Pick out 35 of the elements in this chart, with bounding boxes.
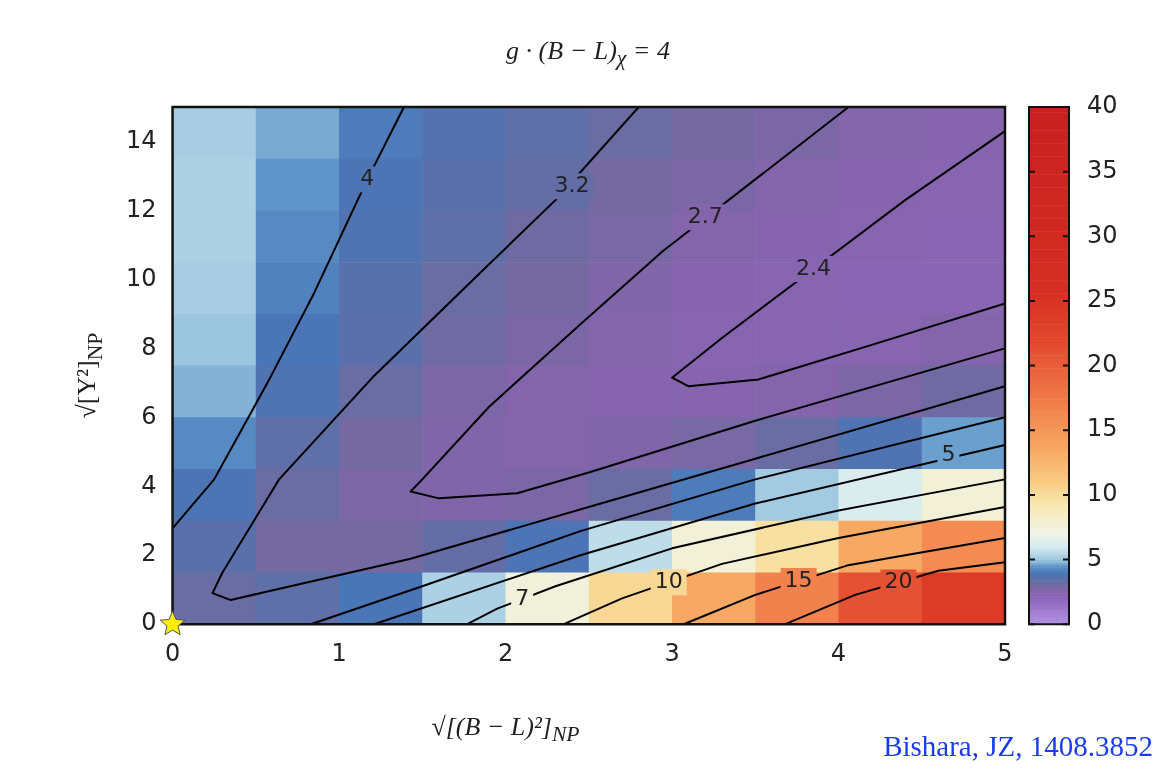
x-tick-label: 5 xyxy=(997,638,1013,667)
annotation: 10 xyxy=(654,567,683,593)
color-bar-label: 30 xyxy=(1087,220,1118,249)
color-bar-label: 40 xyxy=(1087,91,1118,120)
x-axis-title: √[(B − L)²]$_{NP}$ xyxy=(430,712,581,748)
color-bar-label: 10 xyxy=(1087,479,1118,508)
color-bar-label: 5 xyxy=(1087,543,1103,572)
x-tick-label: 4 xyxy=(830,638,847,667)
chart-title: g · (B − L)$_{χ}$ = 4 xyxy=(505,36,671,72)
annotation: 5 xyxy=(941,440,956,466)
text: Bishara, JZ, 1408.3852 xyxy=(883,730,1153,763)
x-tick-label: 1 xyxy=(331,638,347,667)
annotation: 15 xyxy=(784,566,813,592)
color-bar-label: 15 xyxy=(1087,414,1118,443)
annotation: 2.4 xyxy=(796,254,832,280)
y-tick-label: 2 xyxy=(141,539,157,568)
color-bar-label: 20 xyxy=(1087,349,1118,378)
y-tick-label: 8 xyxy=(141,332,157,361)
annotation: 7 xyxy=(515,584,530,610)
x-tick-label: 2 xyxy=(497,638,514,667)
y-tick-label: 4 xyxy=(141,470,157,499)
color-bar-label: 25 xyxy=(1087,285,1118,314)
y-tick-label: 12 xyxy=(125,194,157,223)
annotation: 3.2 xyxy=(554,172,590,198)
annotation: 20 xyxy=(884,568,913,594)
color-bar-label: 35 xyxy=(1087,155,1118,184)
x-tick-label: 0 xyxy=(164,638,181,667)
y-tick-label: 14 xyxy=(125,125,157,154)
y-tick-label: 0 xyxy=(141,608,157,637)
y-tick-label: 10 xyxy=(125,263,157,292)
annotation: 2.7 xyxy=(687,203,723,229)
y-tick-label: 6 xyxy=(141,401,157,430)
x-tick-label: 3 xyxy=(664,638,680,667)
color-bar-label: 0 xyxy=(1087,608,1103,637)
annotation: 4 xyxy=(360,165,375,191)
